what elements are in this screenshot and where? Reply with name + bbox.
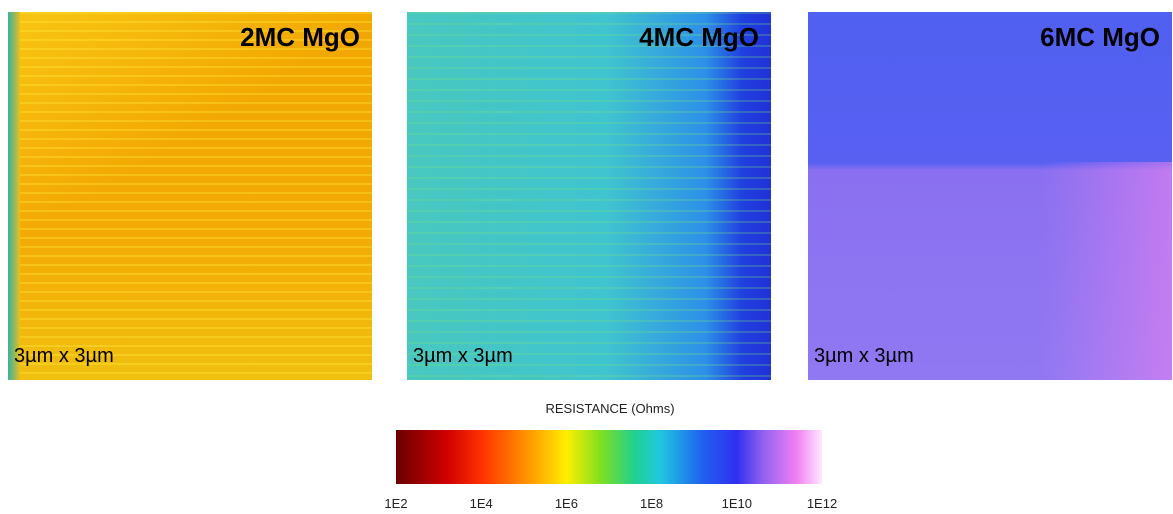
resistance-map: 6MC MgO 3µm x 3µm bbox=[808, 12, 1172, 380]
scale-label: 3µm x 3µm bbox=[413, 345, 513, 367]
colorbar-tick-label: 1E8 bbox=[640, 496, 664, 511]
colorbar-tick-label: 1E4 bbox=[469, 496, 493, 511]
panel-title: 2MC MgO bbox=[240, 22, 360, 52]
colorbar-ticks: 1E2 1E4 1E6 1E8 1E10 1E12 bbox=[356, 496, 862, 514]
colorbar-tick-label: 1E6 bbox=[554, 496, 578, 511]
scale-label: 3µm x 3µm bbox=[14, 345, 114, 367]
scale-label: 3µm x 3µm bbox=[814, 345, 914, 367]
colorbar bbox=[396, 430, 822, 484]
panel-title: 4MC MgO bbox=[639, 22, 759, 52]
colorbar-tick-label: 1E2 bbox=[384, 496, 408, 511]
resistance-map: 4MC MgO 3µm x 3µm bbox=[407, 12, 771, 380]
panel-title: 6MC MgO bbox=[1040, 22, 1160, 52]
colorbar-title: RESISTANCE (Ohms) bbox=[545, 401, 675, 416]
resistance-map: 2MC MgO 3µm x 3µm bbox=[8, 12, 372, 380]
colorbar-tick-label: 1E10 bbox=[721, 496, 752, 511]
colorbar-tick-label: 1E12 bbox=[806, 496, 838, 511]
